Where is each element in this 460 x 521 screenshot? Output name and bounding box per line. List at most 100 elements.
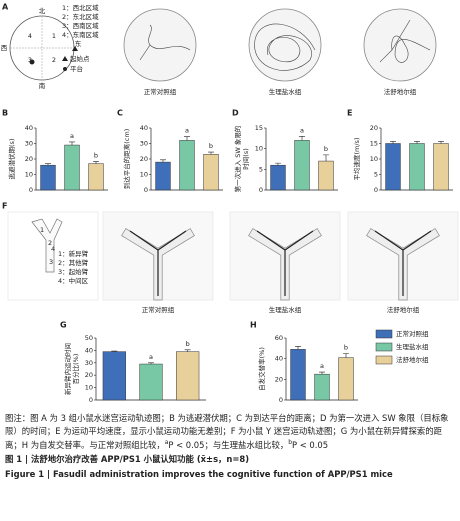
significance-label: b xyxy=(186,340,190,348)
y-axis-label: 第一次进入 SW 象限的 xyxy=(233,125,242,192)
quadrant-number: 3 xyxy=(28,56,32,64)
panel-label: G xyxy=(60,321,67,330)
bar xyxy=(409,143,425,191)
panel-label: F xyxy=(2,202,7,211)
bar xyxy=(102,351,126,401)
start-label: 起始点 xyxy=(70,54,90,63)
platform-icon xyxy=(63,67,67,71)
bar xyxy=(290,349,306,401)
platform-label: 平台 xyxy=(70,64,83,73)
y-tick-label: 0 xyxy=(374,186,378,194)
direction-label: 西 xyxy=(1,44,8,52)
quadrant-number: 4 xyxy=(28,32,32,40)
y-tick-label: 60 xyxy=(275,334,283,342)
y-tick-label: 0 xyxy=(89,396,93,404)
quadrant-legend: 4：东南区域 xyxy=(62,30,99,39)
direction-label: 南 xyxy=(39,81,46,90)
arm-number: 1 xyxy=(40,226,44,234)
platform-marker xyxy=(29,59,35,65)
note-text: 图注：图 A 为 3 组小鼠水迷宫运动轨迹图；B 为逃避潜伏期；C 为到达平台的… xyxy=(5,413,449,450)
y-tick-label: 10 xyxy=(140,171,148,179)
y-tick-label: 40 xyxy=(140,124,148,132)
y-axis-label: 百分比(%) xyxy=(71,354,80,385)
quadrant-legend: 3：西南区域 xyxy=(62,21,99,30)
y-maze xyxy=(31,218,63,273)
y-tick-label: 40 xyxy=(25,124,33,132)
group-label: 正常对照组 xyxy=(144,87,177,96)
arm-legend: 4：中间区 xyxy=(58,276,89,285)
group-label: 生理盐水组 xyxy=(269,305,302,314)
arm-legend: 3：起始臂 xyxy=(58,267,89,276)
y-tick-label: 5 xyxy=(259,165,263,173)
bar xyxy=(270,164,286,191)
significance-label: a xyxy=(70,132,74,140)
panel-label: A xyxy=(2,3,9,12)
error-bar xyxy=(438,141,444,144)
legend-label: 法舒地尔组 xyxy=(396,355,429,364)
error-bar xyxy=(343,353,349,358)
group-label: 法舒地尔组 xyxy=(384,87,417,96)
legend-swatch xyxy=(375,342,393,352)
bar xyxy=(318,160,334,191)
significance-label: b xyxy=(344,344,348,352)
arm-legend: 2：其他臂 xyxy=(58,258,89,267)
y-tick-label: 50 xyxy=(85,334,93,342)
panel-label: H xyxy=(250,321,257,330)
y-axis-label: 到达平台的距离(cm) xyxy=(122,129,131,189)
figure-title-cn: 图 1 | 法舒地尔治疗改善 APP/PS1 小鼠认知功能 (x̄±s，n=8) xyxy=(5,454,250,465)
bar xyxy=(385,143,401,191)
group-label: 生理盐水组 xyxy=(269,87,302,96)
direction-label: 北 xyxy=(39,7,46,15)
arm-number: 2 xyxy=(48,239,52,247)
swim-track xyxy=(254,23,316,71)
significance-label: b xyxy=(94,151,98,159)
bar xyxy=(203,154,219,191)
note-text: P < 0.05 xyxy=(292,439,329,450)
bar xyxy=(139,363,163,401)
significance-label: a xyxy=(320,362,324,370)
figure: A B C D E F G H 4 1 3 2 北西南 东 1：西北区域2：东北区域3：西南区域4：东南区域… xyxy=(1,3,459,404)
bar xyxy=(176,351,200,401)
arm-number: 3 xyxy=(49,258,53,266)
maze-frame xyxy=(7,211,99,301)
start-marker xyxy=(72,46,78,51)
y-tick-label: 10 xyxy=(370,155,378,163)
caption-note: 图注：图 A 为 3 组小鼠水迷宫运动轨迹图；B 为逃避潜伏期；C 为到达平台的… xyxy=(5,412,455,451)
bar xyxy=(155,161,171,191)
y-tick-label: 30 xyxy=(85,359,93,367)
significance-label: a xyxy=(149,353,153,361)
panel-label: E xyxy=(347,109,352,118)
y-tick-label: 40 xyxy=(275,355,283,363)
significance-label: a xyxy=(300,126,304,134)
legend-swatch xyxy=(375,355,393,365)
swim-track xyxy=(139,24,191,61)
bar xyxy=(294,140,310,191)
quadrant-number: 1 xyxy=(52,32,56,40)
y-tick-label: 15 xyxy=(370,140,378,148)
bar xyxy=(88,163,104,191)
y-tick-label: 20 xyxy=(275,375,283,383)
y-axis-label: 逃避潜伏期(s) xyxy=(7,139,16,180)
bar xyxy=(64,144,80,191)
y-tick-label: 10 xyxy=(85,384,93,392)
error-bar xyxy=(69,141,75,146)
y-tick-label: 10 xyxy=(25,171,33,179)
error-bar xyxy=(323,154,329,162)
error-bar xyxy=(299,135,305,141)
bar xyxy=(179,140,195,191)
significance-label: a xyxy=(185,127,189,135)
y-axis-label: 自发交替率(%) xyxy=(257,347,266,391)
start-icon xyxy=(62,56,68,61)
legend-swatch xyxy=(375,329,393,339)
y-axis-label: 新异臂内运动时间 xyxy=(63,343,72,395)
legend-label: 正常对照组 xyxy=(396,329,429,338)
group-label: 法舒地尔组 xyxy=(387,305,420,314)
bar xyxy=(314,373,330,401)
error-bar xyxy=(319,371,325,375)
y-tick-label: 15 xyxy=(255,124,263,132)
error-bar xyxy=(390,141,396,144)
legend-label: 生理盐水组 xyxy=(396,342,429,351)
superscript: b xyxy=(288,439,293,446)
swim-track xyxy=(379,19,431,63)
